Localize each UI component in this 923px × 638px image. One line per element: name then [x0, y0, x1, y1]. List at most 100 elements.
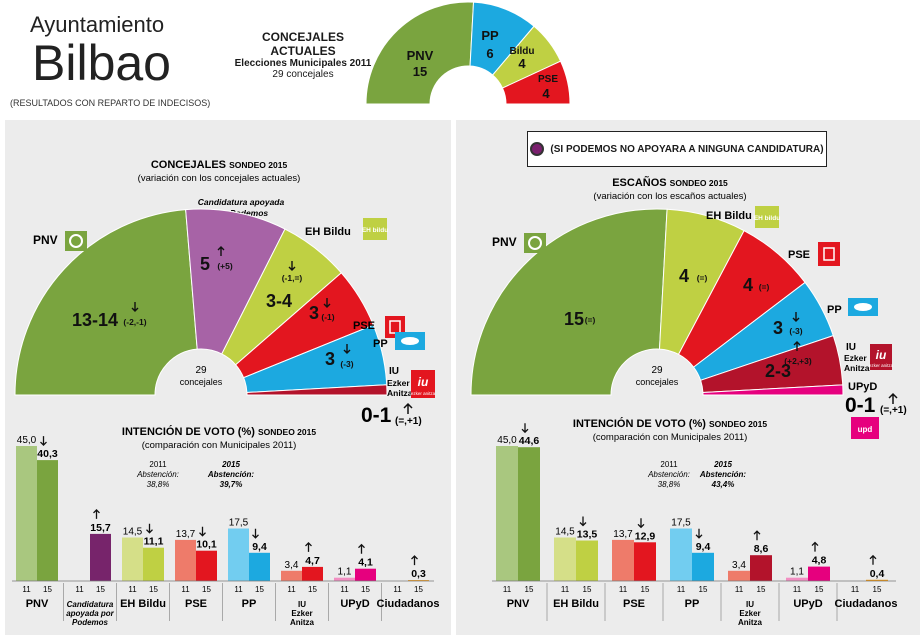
bar-2011-pnv	[496, 446, 518, 581]
bar-2011-value-pp: 17,5	[229, 518, 249, 529]
left-center-count: 29	[195, 365, 207, 376]
bar-2015-value-ciudadanos: 0,3	[411, 568, 426, 580]
label-iu-r-2: Ezker	[844, 353, 867, 363]
tick-15-upyd: 15	[815, 585, 824, 594]
svg-text:ezker anitza: ezker anitza	[869, 363, 894, 368]
bar-2015-arrow-pnv	[40, 436, 47, 447]
top-slice-seats-bildu: 4	[518, 56, 526, 71]
slice-change-eh-bildu: (=)	[697, 273, 708, 283]
right-charts: ESCAÑOS SONDEO 2015 (variación con los e…	[470, 176, 907, 627]
label-pp: PP	[373, 338, 388, 350]
slice-arrow-eh-bildu	[288, 261, 296, 271]
podemos-candidacy-note-1: Candidatura apoyada	[198, 197, 285, 207]
category-label-iu-ezker-anitza: IU	[298, 600, 306, 609]
iu-logo-icon: iu ezker anitza	[869, 344, 894, 370]
bar-2015-ciudadanos	[866, 579, 888, 581]
podemos-note-box: (SI PODEMOS NO APOYARA A NINGUNA CANDIDA…	[527, 131, 827, 167]
slice-change-pp: (-3)	[340, 359, 353, 369]
slice-arrow-pse	[323, 298, 331, 308]
bar-2015-pp	[692, 552, 714, 581]
tick-11-pnv: 11	[503, 585, 512, 594]
bar-2011-value-pse: 13,7	[613, 529, 633, 540]
svg-text:EH bildu: EH bildu	[754, 215, 780, 222]
tick-15-pse: 15	[641, 585, 650, 594]
bar-2015-value-iu-ezker-anitza: 8,6	[754, 543, 769, 555]
slice-value-pnv: 13-14	[72, 310, 118, 330]
tick-15-eh-bildu: 15	[149, 585, 158, 594]
label-pnv-r: PNV	[492, 235, 517, 249]
slice-change-candidatura-apoyada-por-podemos: (+5)	[217, 261, 233, 271]
label-iu-3: Anitza	[387, 388, 413, 398]
bar-2015-upyd	[808, 566, 830, 581]
slice-arrow-pp	[792, 312, 800, 322]
tick-11-eh-bildu: 11	[128, 585, 137, 594]
bar-2011-pnv	[16, 446, 37, 581]
slice-upyd	[702, 384, 844, 396]
svg-text:0-1: 0-1	[361, 404, 392, 427]
left-center-label: concejales	[180, 377, 223, 387]
bar-2011-value-eh-bildu: 14,5	[555, 527, 575, 538]
slice-change-pnv: (=)	[585, 315, 596, 325]
label-ehbildu: EH Bildu	[305, 226, 351, 238]
category-label-iu-ezker-anitza: Anitza	[738, 618, 763, 627]
bar-2015-arrow-candidatura-apoyada-por-podemos	[93, 508, 100, 519]
bar-2011-value-pnv: 45,0	[17, 435, 37, 446]
top-slice-seats-pnv: 15	[413, 64, 427, 79]
bar-2011-iu-ezker-anitza	[281, 570, 302, 581]
category-label-eh-bildu: EH Bildu	[120, 598, 166, 610]
bar-2015-value-iu-ezker-anitza: 4,7	[305, 555, 320, 567]
category-label-ciudadanos: Ciudadanos	[377, 598, 440, 610]
tick-11-ciudadanos: 11	[851, 585, 860, 594]
right-center-count: 29	[651, 365, 663, 376]
page-title: Bilbao	[32, 35, 171, 91]
left-vote-title: INTENCIÓN DE VOTO (%) SONDEO 2015	[122, 425, 316, 438]
category-label-pnv: PNV	[507, 598, 530, 610]
top-chart-total: 29 concejales	[272, 69, 334, 80]
svg-text:ezker anitza: ezker anitza	[411, 391, 436, 396]
top-chart-legend: CONCEJALES ACTUALES Elecciones Municipal…	[228, 30, 378, 80]
top-slice-seats-pse: 4	[542, 86, 550, 101]
slice-value-pse: 4	[743, 275, 753, 295]
bar-2011-value-pp: 17,5	[671, 518, 691, 529]
iu-logo-icon: iu ezker anitza	[411, 370, 436, 398]
tick-15-pse: 15	[202, 585, 211, 594]
top-slice-name-bildu: Bildu	[510, 46, 535, 57]
tick-15-pp: 15	[255, 585, 264, 594]
svg-text:EH bildu: EH bildu	[362, 227, 388, 234]
tick-11-upyd: 11	[793, 585, 802, 594]
pp-logo-icon	[395, 332, 425, 350]
category-label-candidatura-apoyada-por-podemos: apoyada por	[66, 609, 114, 618]
left-abst-2015-value: 39,7%	[220, 480, 243, 489]
bar-2015-eh-bildu	[143, 547, 164, 581]
right-abst-2011-year: 2011	[660, 460, 678, 469]
bar-2011-value-pse: 13,7	[176, 529, 196, 540]
tick-11-pnv: 11	[22, 585, 31, 594]
slice-pnv	[365, 1, 475, 105]
label-iu-r-3: Anitza	[844, 363, 870, 373]
tick-11-pse: 11	[619, 585, 628, 594]
slice-value-eh-bildu: 3-4	[266, 291, 292, 311]
tick-15-iu-ezker-anitza: 15	[308, 585, 317, 594]
category-label-eh-bildu: EH Bildu	[553, 598, 599, 610]
bar-2015-value-pp: 9,4	[696, 541, 711, 553]
slice-change-iu-ezker-anitza: (+2,+3)	[784, 356, 812, 366]
bar-2015-pse	[634, 542, 656, 581]
bar-2011-value-pnv: 45,0	[497, 435, 517, 446]
category-label-pse: PSE	[623, 598, 645, 610]
bar-2011-eh-bildu	[554, 537, 576, 581]
tick-11-pp: 11	[677, 585, 686, 594]
label-iu-1: IU	[389, 366, 399, 377]
tick-15-candidatura-apoyada-por-podemos: 15	[96, 585, 105, 594]
bar-2015-value-pse: 10,1	[196, 539, 217, 551]
bar-2015-pse	[196, 550, 217, 581]
bar-2015-arrow-iu-ezker-anitza	[753, 530, 761, 541]
category-label-iu-ezker-anitza: Ezker	[739, 609, 760, 618]
tick-15-upyd: 15	[361, 585, 370, 594]
tick-11-ciudadanos: 11	[393, 585, 402, 594]
slice-change-pse: (-1)	[321, 312, 334, 322]
svg-text:iu: iu	[418, 375, 429, 389]
tick-11-eh-bildu: 11	[561, 585, 570, 594]
header-note: (RESULTADOS CON REPARTO DE INDECISOS)	[10, 98, 211, 108]
left-abst-2011-label: Abstención:	[136, 470, 179, 479]
bar-2011-upyd	[334, 577, 355, 581]
